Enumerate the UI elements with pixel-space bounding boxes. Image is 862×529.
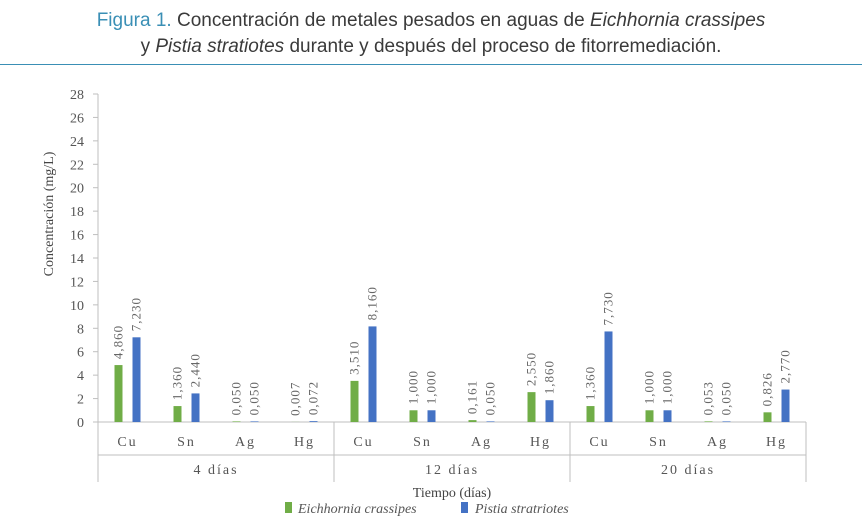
y-axis-title: Concentración (mg/L): [42, 151, 57, 276]
caption-species-1: Eichhornia crassipes: [589, 10, 766, 31]
figure-label: Figura 1.: [96, 10, 172, 31]
legend-label: Pistia stratriotes: [474, 502, 569, 517]
group-label: 20 días: [661, 463, 715, 478]
y-tick-label: 8: [77, 322, 84, 337]
y-tick-label: 4: [77, 369, 84, 384]
x-axis-title: Tiempo (días): [413, 486, 492, 501]
data-label: 0,053: [701, 381, 716, 415]
data-label: 8,160: [365, 286, 380, 320]
caption-text-2b: durante y después del proceso de fitorre…: [284, 36, 722, 57]
caption-species-2: Pistia stratiotes: [155, 36, 285, 57]
bar: [781, 389, 790, 422]
data-label: 0,050: [483, 381, 498, 415]
bar: [663, 410, 672, 422]
bar: [232, 421, 241, 422]
category-label: Cu: [117, 435, 137, 450]
y-tick-label: 14: [70, 252, 84, 267]
category-label: Sn: [413, 435, 432, 450]
bar: [527, 392, 536, 422]
figure-caption: Figura 1. Concentración de metales pesad…: [0, 8, 862, 60]
bar: [191, 393, 200, 422]
bar: [645, 410, 654, 422]
y-tick-label: 20: [70, 182, 84, 197]
bar: [486, 421, 495, 422]
data-label: 1,360: [170, 366, 185, 400]
data-label: 3,510: [347, 341, 362, 375]
data-label: 2,440: [188, 353, 203, 387]
bar: [132, 337, 141, 422]
bar: [604, 331, 613, 422]
category-label: Cu: [589, 435, 609, 450]
data-label: 0,050: [247, 381, 262, 415]
y-tick-label: 16: [70, 229, 84, 244]
category-label: Hg: [530, 435, 551, 450]
data-label: 1,360: [583, 366, 598, 400]
bar: [409, 410, 418, 422]
category-label: Ag: [235, 435, 256, 450]
bar: [309, 421, 318, 422]
data-label: 0,161: [465, 380, 480, 414]
data-label: 0,050: [719, 381, 734, 415]
bar: [586, 406, 595, 422]
y-tick-label: 6: [77, 346, 84, 361]
data-label: 1,860: [542, 360, 557, 394]
bar: [173, 406, 182, 422]
bar: [763, 412, 772, 422]
data-label: 4,860: [111, 325, 126, 359]
data-label: 7,230: [129, 297, 144, 331]
category-label: Cu: [353, 435, 373, 450]
y-tick-label: 0: [77, 416, 84, 431]
legend-swatch: [285, 502, 292, 513]
legend-label: Eichhornia crassipes: [297, 502, 417, 517]
bar: [368, 326, 377, 422]
category-label: Sn: [649, 435, 668, 450]
category-label: Hg: [294, 435, 315, 450]
caption-line-2: y Pistia stratiotes durante y después de…: [0, 34, 862, 60]
y-tick-label: 2: [77, 393, 84, 408]
data-label: 1,000: [406, 370, 421, 404]
group-label: 4 días: [193, 463, 238, 478]
bar: [545, 400, 554, 422]
caption-text-1: Concentración de metales pesados en agua…: [176, 10, 590, 31]
category-label: Hg: [766, 435, 787, 450]
category-label: Sn: [177, 435, 196, 450]
bar: [722, 421, 731, 422]
y-tick-label: 12: [70, 275, 84, 290]
data-label: 0,050: [229, 381, 244, 415]
y-tick-label: 10: [70, 299, 84, 314]
bar: [350, 380, 359, 422]
caption-rule: [0, 64, 862, 65]
data-label: 2,770: [778, 349, 793, 383]
y-tick-label: 22: [70, 158, 84, 173]
category-label: Ag: [707, 435, 728, 450]
y-tick-label: 18: [70, 205, 84, 220]
data-label: 1,000: [642, 370, 657, 404]
y-tick-label: 26: [70, 111, 84, 126]
y-tick-label: 28: [70, 88, 84, 103]
group-label: 12 días: [425, 463, 479, 478]
bar: [114, 365, 123, 422]
bar: [427, 410, 436, 422]
bar: [704, 421, 713, 422]
data-label: 0,007: [288, 382, 303, 416]
data-label: 0,072: [306, 381, 321, 415]
caption-line-1: Figura 1. Concentración de metales pesad…: [0, 8, 862, 34]
data-label: 7,730: [601, 291, 616, 325]
bar: [250, 421, 259, 422]
data-label: 1,000: [424, 370, 439, 404]
category-label: Ag: [471, 435, 492, 450]
caption-text-2a: y: [140, 36, 156, 57]
legend-swatch: [461, 502, 468, 513]
data-label: 1,000: [660, 370, 675, 404]
data-label: 2,550: [524, 352, 539, 386]
bar: [468, 420, 477, 422]
data-label: 0,826: [760, 372, 775, 406]
y-tick-label: 24: [70, 135, 84, 150]
